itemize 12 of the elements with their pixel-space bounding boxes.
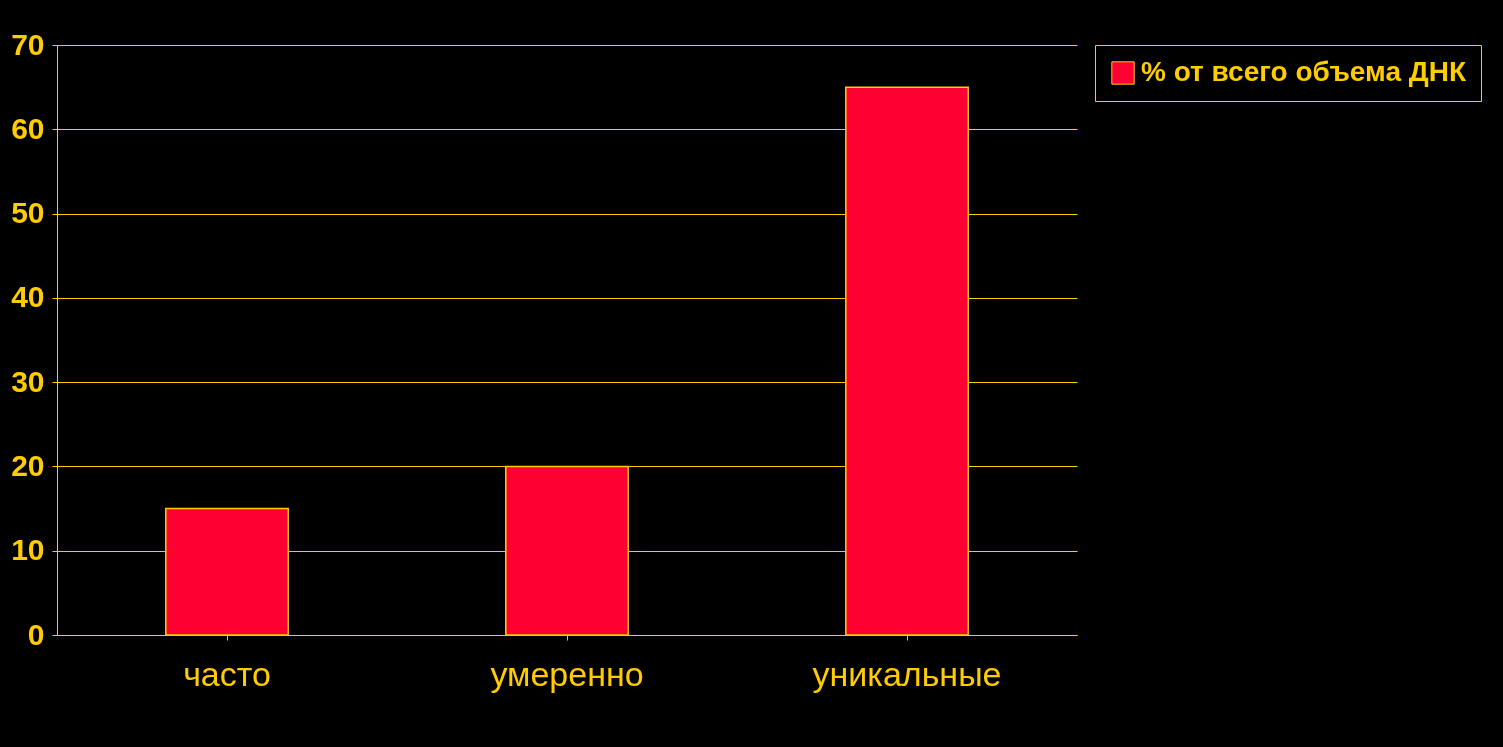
y-tick-label: 40 <box>11 280 45 314</box>
y-tick-label: 60 <box>11 111 45 145</box>
y-tick-label: 30 <box>11 364 45 398</box>
x-tick-label: часто <box>183 654 271 693</box>
y-tick-label: 0 <box>27 617 45 651</box>
x-tick-label: умеренно <box>490 654 644 693</box>
y-tick-label: 20 <box>11 448 45 482</box>
y-tick-label: 70 <box>11 27 45 61</box>
y-tick-label: 10 <box>11 533 45 567</box>
y-tick-label: 50 <box>11 196 45 230</box>
legend-label: % от всего объема ДНК <box>1141 56 1467 87</box>
x-tick-label: уникальные <box>812 654 1002 693</box>
